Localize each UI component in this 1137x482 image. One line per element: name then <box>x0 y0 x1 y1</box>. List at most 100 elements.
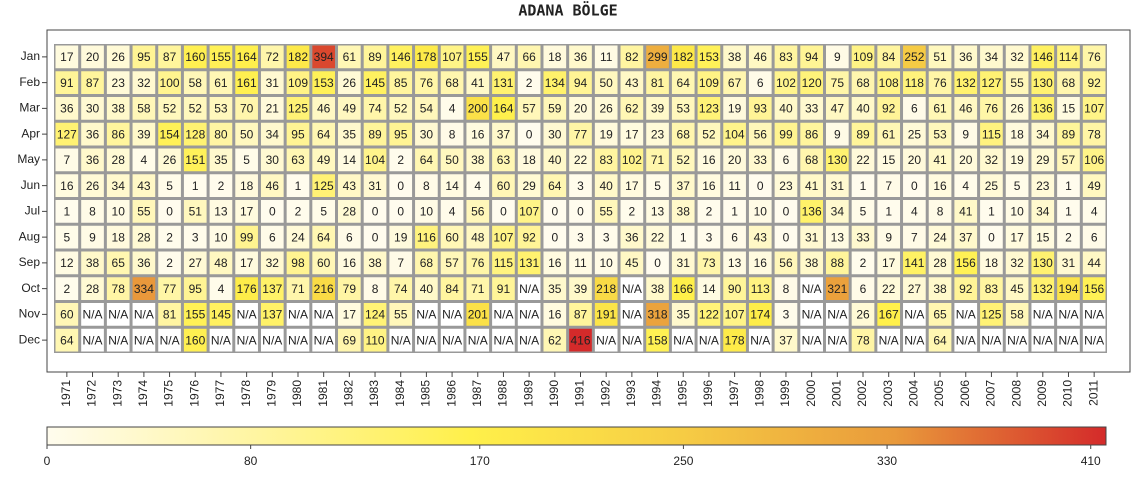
cell <box>235 97 258 120</box>
cell-label: 62 <box>548 333 562 347</box>
cell-label: 1 <box>1065 205 1072 219</box>
cell <box>55 148 79 172</box>
cell-label: N/A <box>391 333 411 347</box>
cell <box>851 225 875 249</box>
missing-cell <box>825 328 849 352</box>
cell <box>1005 303 1029 326</box>
cell <box>1057 277 1080 300</box>
cell <box>338 174 361 197</box>
cell-label: 68 <box>420 256 434 270</box>
cell <box>440 277 464 300</box>
cell <box>286 45 310 69</box>
cell-label: 61 <box>882 127 896 141</box>
cell-label: 51 <box>933 50 947 64</box>
cell <box>774 328 798 352</box>
cell-label: 41 <box>805 179 819 193</box>
cell <box>954 71 978 94</box>
cell <box>825 148 849 172</box>
cell-label: 41 <box>933 153 947 167</box>
cell-label: N/A <box>83 333 103 347</box>
missing-cell <box>954 303 978 326</box>
missing-cell <box>440 328 464 352</box>
cell <box>209 71 233 94</box>
cell-label: 141 <box>904 256 924 270</box>
cell-label: 49 <box>317 153 331 167</box>
cell-label: 17 <box>240 256 254 270</box>
cell <box>954 225 978 249</box>
cell <box>492 225 515 249</box>
x-tick-label: 1974 <box>136 380 150 407</box>
cell-label: 76 <box>985 102 999 116</box>
cell <box>671 97 695 120</box>
cell-label: 3 <box>192 230 199 244</box>
cell <box>55 277 79 300</box>
cell-label: 6 <box>783 153 790 167</box>
cell <box>723 328 746 352</box>
cell <box>517 225 541 249</box>
missing-cell <box>594 328 618 352</box>
cell <box>543 225 567 249</box>
cell <box>646 45 669 69</box>
cell <box>55 174 79 197</box>
cell <box>1005 277 1029 300</box>
cell-label: N/A <box>519 282 539 296</box>
cell-label: 26 <box>343 76 357 90</box>
cell <box>492 122 515 146</box>
cell <box>389 97 413 120</box>
cell-label: 84 <box>445 282 459 296</box>
cell <box>646 122 669 146</box>
cell <box>569 251 592 275</box>
cell <box>235 277 258 300</box>
missing-cell <box>312 303 336 326</box>
cell-label: 47 <box>497 50 511 64</box>
cell <box>543 251 567 275</box>
cell <box>132 97 156 120</box>
cell-label: 91 <box>497 282 511 296</box>
cell <box>286 122 310 146</box>
cell-label: 4 <box>962 179 969 193</box>
missing-cell <box>81 303 104 326</box>
cell <box>697 303 721 326</box>
cell-label: 71 <box>471 282 485 296</box>
cell-label: 7 <box>397 256 404 270</box>
cell-label: N/A <box>493 333 513 347</box>
cell <box>800 148 823 172</box>
cell-label: 201 <box>468 308 488 322</box>
cell <box>774 122 798 146</box>
cell-label: 166 <box>673 282 693 296</box>
cell-label: 26 <box>856 308 870 322</box>
cell <box>851 200 875 223</box>
cell <box>492 277 515 300</box>
cell-label: 23 <box>651 127 665 141</box>
cell-label: 94 <box>805 50 819 64</box>
cell <box>928 148 952 172</box>
cell <box>260 200 284 223</box>
missing-cell <box>1082 328 1106 352</box>
cell <box>81 225 104 249</box>
cell-label: 57 <box>522 102 536 116</box>
cell-label: 34 <box>985 50 999 64</box>
cell <box>569 200 592 223</box>
cell <box>260 122 284 146</box>
cell <box>158 174 181 197</box>
cell-label: 34 <box>1036 127 1050 141</box>
cell-label: 49 <box>343 102 357 116</box>
cell <box>748 71 772 94</box>
cell <box>106 200 130 223</box>
cell-label: 16 <box>702 179 716 193</box>
cell <box>877 71 901 94</box>
cell-label: 5 <box>654 179 661 193</box>
x-tick-label: 1987 <box>470 380 484 407</box>
cell-label: 56 <box>754 127 768 141</box>
cell-label: N/A <box>83 308 103 322</box>
cell-label: 55 <box>137 205 151 219</box>
cell-label: 50 <box>445 153 459 167</box>
cell <box>569 45 592 69</box>
cell-label: 2 <box>166 230 173 244</box>
cell-label: 28 <box>86 282 100 296</box>
cell <box>415 97 438 120</box>
cell-label: 14 <box>343 153 357 167</box>
cell <box>1005 71 1029 94</box>
cell-label: 118 <box>905 76 924 90</box>
missing-cell <box>106 328 130 352</box>
